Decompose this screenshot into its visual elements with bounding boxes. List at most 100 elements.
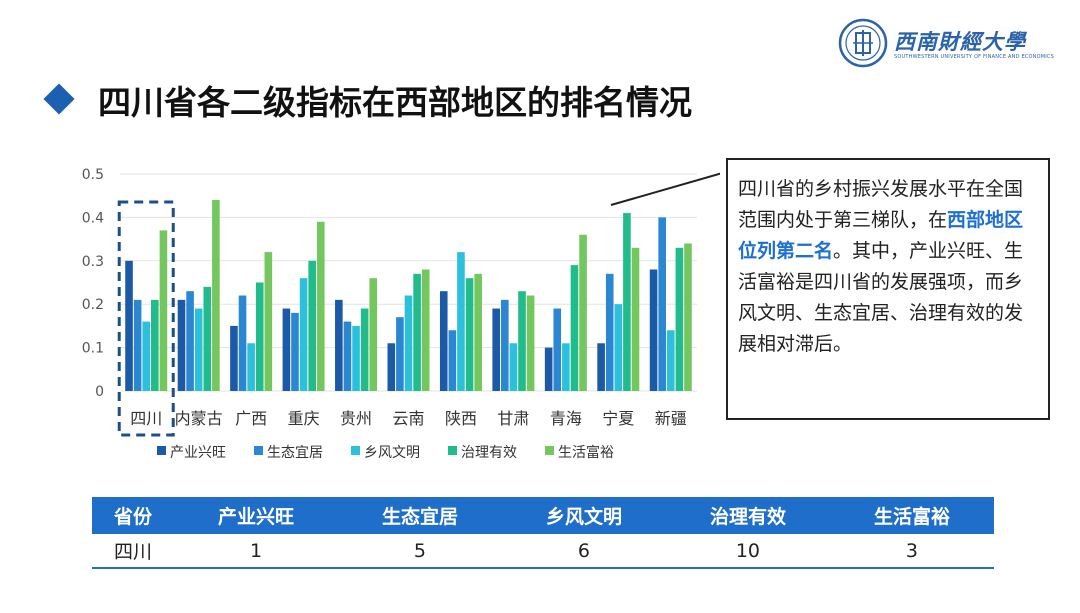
bar bbox=[177, 299, 186, 391]
legend-swatch bbox=[545, 446, 554, 455]
page-title: 四川省各二级指标在西部地区的排名情况 bbox=[98, 83, 692, 122]
y-tick-label: 0.4 bbox=[82, 210, 104, 226]
callout-text-2: 。其中，产业兴旺、生活富裕是四川省的发展强项，而乡风文明、生态宜居、治理有效的发… bbox=[738, 240, 1024, 355]
x-category-label: 广西 bbox=[235, 409, 267, 428]
bar bbox=[492, 308, 501, 391]
bar bbox=[352, 325, 360, 391]
bar bbox=[570, 265, 579, 391]
highlight-box bbox=[117, 200, 175, 437]
y-tick-label: 0.1 bbox=[82, 341, 104, 357]
bar bbox=[562, 343, 570, 391]
university-name-en: SOUTHWESTERN UNIVERSITY OF FINANCE AND E… bbox=[894, 54, 1054, 60]
bar bbox=[509, 343, 518, 391]
bar bbox=[387, 343, 396, 391]
table-header: 产业兴旺 bbox=[174, 497, 338, 534]
x-category-label: 青海 bbox=[550, 409, 582, 428]
bar bbox=[614, 304, 623, 391]
bar bbox=[203, 286, 212, 391]
bar bbox=[553, 308, 562, 391]
bar bbox=[335, 299, 343, 391]
bar bbox=[308, 260, 316, 391]
bar bbox=[316, 221, 325, 391]
bar bbox=[212, 200, 220, 391]
bar bbox=[360, 308, 369, 391]
bar bbox=[518, 291, 526, 391]
bar bbox=[623, 213, 631, 391]
x-category-label: 内蒙古 bbox=[175, 409, 223, 428]
bar bbox=[457, 252, 465, 391]
callout-box: 四川省的乡村振兴发展水平在全国范围内处于第三梯队，在西部地区位列第二名。其中，产… bbox=[726, 158, 1050, 420]
x-category-label: 重庆 bbox=[288, 409, 320, 428]
bar bbox=[230, 325, 238, 391]
university-name-cn: 西南財經大學 bbox=[894, 29, 1026, 54]
x-category-label: 新疆 bbox=[655, 409, 687, 428]
bar bbox=[142, 321, 151, 391]
bar bbox=[666, 330, 675, 391]
bar bbox=[658, 217, 666, 391]
y-tick-label: 0.3 bbox=[82, 254, 104, 270]
callout-pointer-line bbox=[610, 172, 720, 206]
legend-label: 产业兴旺 bbox=[170, 445, 226, 461]
bar bbox=[684, 243, 692, 391]
bar bbox=[649, 269, 658, 391]
bar bbox=[343, 321, 352, 391]
bar bbox=[465, 278, 474, 391]
x-category-label: 宁夏 bbox=[602, 409, 634, 428]
table-header: 生态宜居 bbox=[337, 497, 502, 534]
table-cell: 6 bbox=[501, 534, 666, 569]
bar bbox=[474, 273, 482, 391]
bar bbox=[544, 347, 553, 391]
bar bbox=[404, 295, 413, 391]
legend-label: 生活富裕 bbox=[558, 444, 614, 461]
x-category-label: 贵州 bbox=[340, 409, 372, 428]
table-cell: 5 bbox=[337, 534, 502, 569]
bar bbox=[186, 291, 194, 391]
x-category-label: 云南 bbox=[392, 409, 424, 428]
legend-swatch bbox=[351, 446, 360, 455]
legend-swatch bbox=[157, 446, 166, 455]
table-row: 四川 1 5 6 10 3 bbox=[92, 534, 994, 569]
bar bbox=[291, 312, 299, 391]
bar bbox=[282, 308, 291, 391]
bar bbox=[299, 278, 308, 391]
bar bbox=[255, 282, 264, 391]
legend-label: 生态宜居 bbox=[267, 445, 323, 461]
table-cell: 10 bbox=[665, 534, 830, 569]
bar bbox=[133, 299, 142, 391]
table-header: 省份 bbox=[92, 497, 174, 534]
table-header: 治理有效 bbox=[665, 497, 830, 534]
bar bbox=[369, 278, 378, 391]
bar bbox=[501, 299, 509, 391]
bar bbox=[159, 230, 168, 391]
bar bbox=[247, 343, 255, 391]
bar bbox=[605, 273, 614, 391]
table-cell: 1 bbox=[174, 534, 338, 569]
table-header: 乡风文明 bbox=[501, 497, 666, 534]
legend-swatch bbox=[254, 446, 263, 455]
bar bbox=[125, 260, 133, 391]
x-category-label: 四川 bbox=[130, 409, 162, 428]
bar bbox=[597, 343, 605, 391]
bar bbox=[675, 247, 684, 391]
bar bbox=[413, 273, 421, 391]
bar bbox=[238, 295, 247, 391]
bar bbox=[151, 299, 159, 391]
bar bbox=[439, 291, 448, 391]
callout-text-1: 四川省的乡村振兴发展水平在全国范围内处于第三梯队，在 bbox=[738, 178, 1024, 231]
table-header-row: 省份 产业兴旺 生态宜居 乡风文明 治理有效 生活富裕 bbox=[92, 497, 994, 534]
bar bbox=[579, 234, 587, 391]
legend-label: 治理有效 bbox=[461, 445, 517, 461]
bar bbox=[631, 247, 640, 391]
x-category-label: 甘肃 bbox=[497, 409, 529, 428]
bar bbox=[526, 295, 535, 391]
bar-chart: 0 0.1 0.2 0.3 0.4 0.5 四川 内蒙古 广西 重庆 贵州 云南 陕西 甘肃 青海 宁夏 新疆产… bbox=[82, 167, 720, 461]
y-tick-label: 0.5 bbox=[82, 167, 104, 183]
callout-highlight: 西部地区位列第二名 bbox=[738, 209, 1024, 262]
bar bbox=[448, 330, 457, 391]
table-cell: 3 bbox=[829, 534, 994, 569]
bar bbox=[264, 252, 273, 391]
bar bbox=[396, 317, 404, 391]
legend-label: 乡风文明 bbox=[364, 445, 420, 461]
table-cell: 四川 bbox=[92, 534, 174, 569]
x-category-label: 陕西 bbox=[445, 409, 477, 428]
